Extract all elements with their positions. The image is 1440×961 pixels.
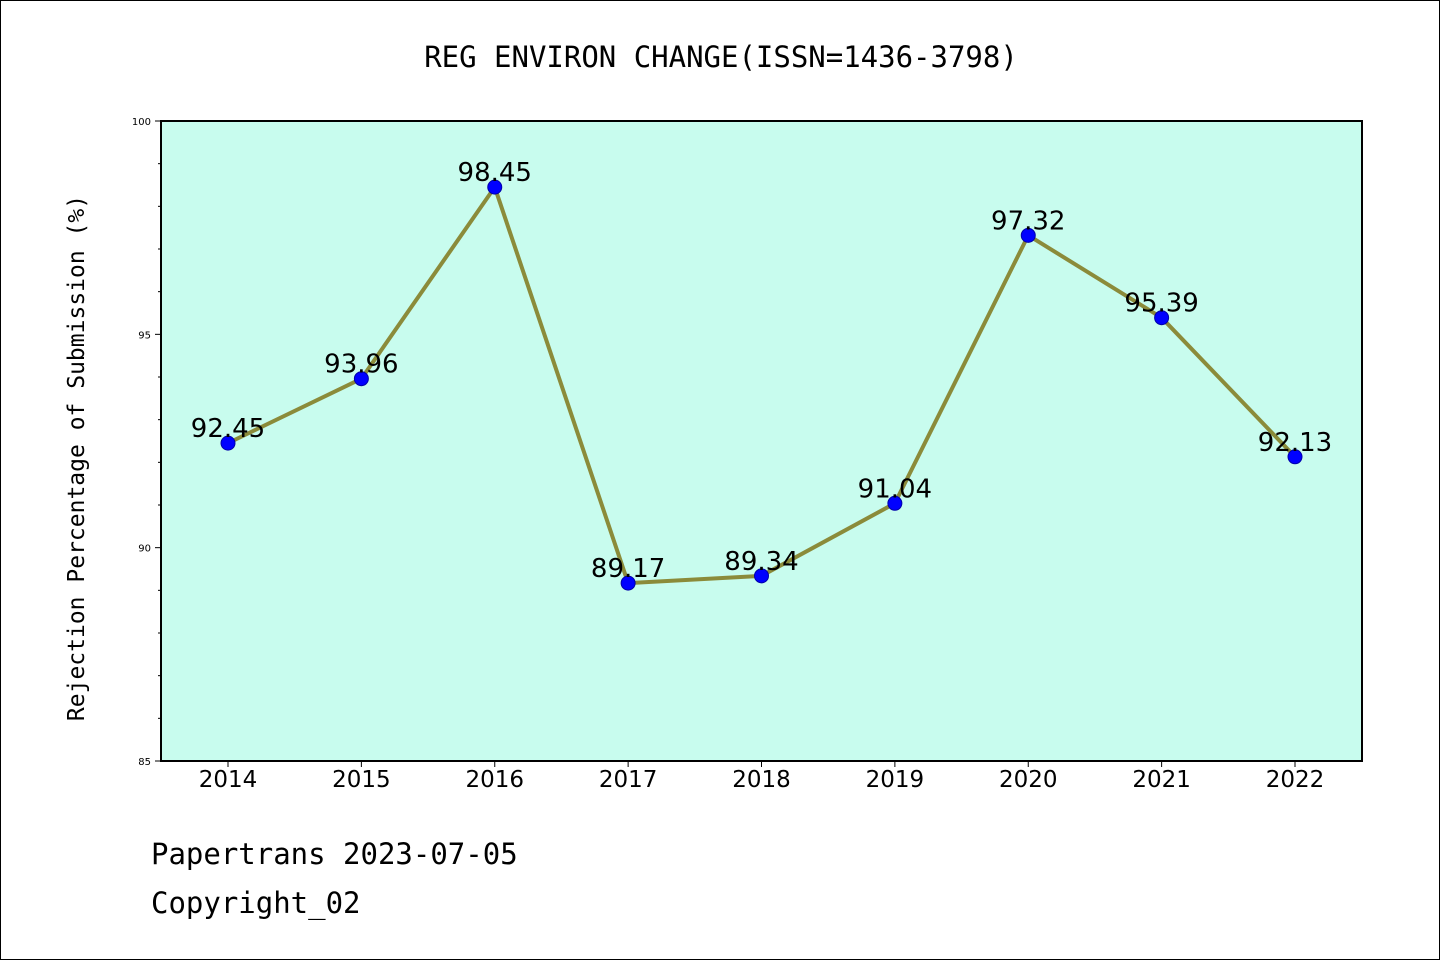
x-tick-label: 2018 xyxy=(732,767,791,793)
x-tick-label: 2019 xyxy=(866,767,925,793)
data-label: 92.45 xyxy=(191,414,265,444)
y-tick-label: 100 xyxy=(132,117,151,128)
y-axis-label: Rejection Percentage of Submission (%) xyxy=(64,195,90,721)
data-label: 93.96 xyxy=(324,350,398,380)
x-tick-label: 2021 xyxy=(1132,767,1191,793)
x-tick-label: 2022 xyxy=(1266,767,1325,793)
data-point xyxy=(887,495,903,511)
data-point xyxy=(353,371,369,387)
y-tick-label: 95 xyxy=(138,330,151,341)
x-tick-label: 2017 xyxy=(599,767,658,793)
y-tick-label: 85 xyxy=(138,757,151,768)
data-point xyxy=(220,435,236,451)
data-label: 95.39 xyxy=(1124,289,1198,319)
data-point xyxy=(487,179,503,195)
x-tick-label: 2016 xyxy=(465,767,524,793)
chart-title: REG ENVIRON CHANGE(ISSN=1436-3798) xyxy=(424,40,1018,74)
data-label: 89.17 xyxy=(591,554,665,584)
data-label: 92.13 xyxy=(1258,428,1332,458)
x-tick-label: 2014 xyxy=(199,767,258,793)
data-point xyxy=(1154,310,1170,326)
plot-area xyxy=(160,120,1363,762)
series-layer: 92.45 93.96 98.45 89.17 89.34 91.04 97.32 95.39… xyxy=(191,158,1332,591)
x-axis: 2014 2015 2016 2017 2018 2019 2020 2021 2022 xyxy=(199,761,1325,793)
data-point xyxy=(1020,227,1036,243)
data-label: 98.45 xyxy=(458,158,532,188)
data-label: 91.04 xyxy=(858,474,932,504)
data-label: 89.34 xyxy=(724,547,798,577)
data-label: 97.32 xyxy=(991,206,1065,236)
y-axis: 85 90 95 100 xyxy=(132,117,161,768)
x-tick-label: 2015 xyxy=(332,767,391,793)
x-tick-label: 2020 xyxy=(999,767,1058,793)
data-point xyxy=(754,568,769,584)
data-point xyxy=(1287,449,1303,465)
y-tick-label: 90 xyxy=(138,544,151,555)
data-point xyxy=(620,575,636,591)
footer-date: Papertrans 2023-07-05 xyxy=(151,837,518,871)
footer-copyright: Copyright_02 xyxy=(151,886,361,920)
